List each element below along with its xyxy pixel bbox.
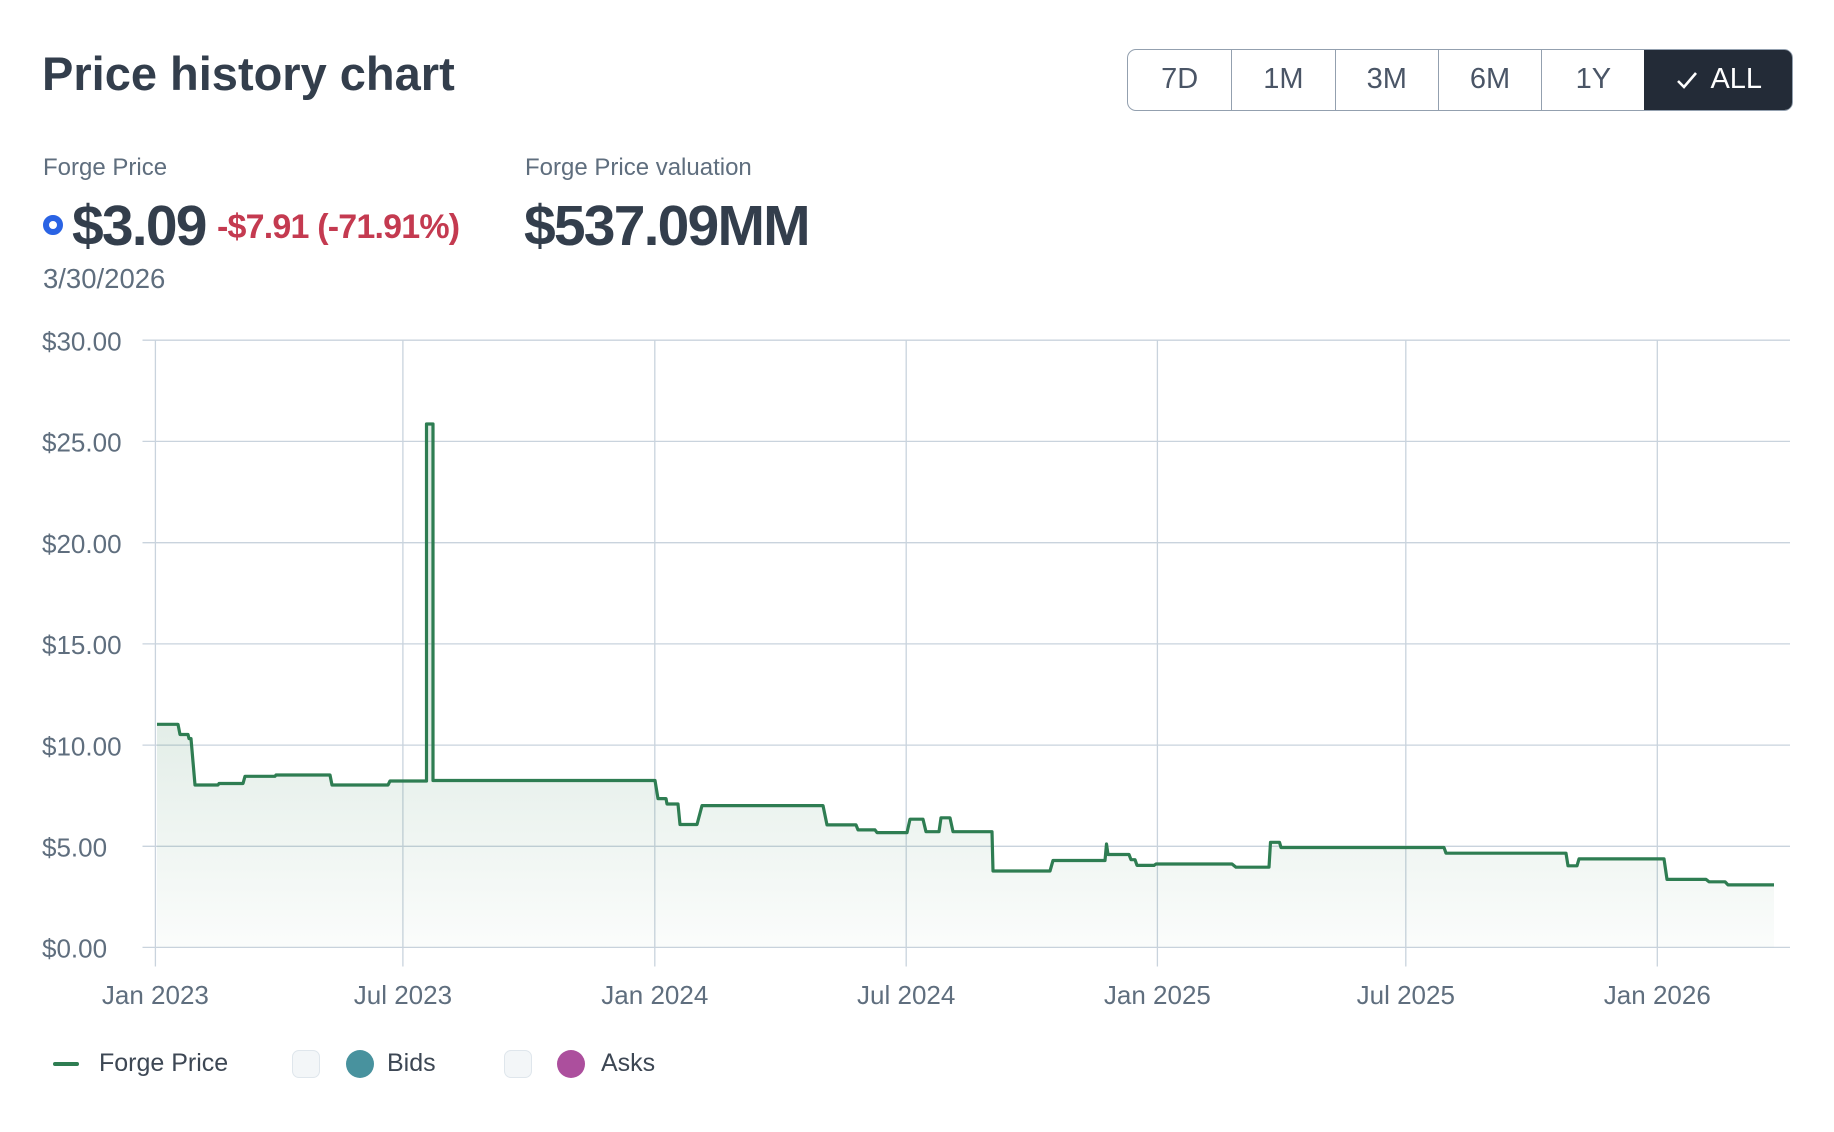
svg-text:Jan 2024: Jan 2024 [601,980,708,1010]
svg-text:$30.00: $30.00 [42,326,122,356]
svg-text:$15.00: $15.00 [42,630,122,660]
svg-text:$5.00: $5.00 [42,833,107,863]
svg-text:$25.00: $25.00 [42,428,122,458]
svg-text:Jul 2023: Jul 2023 [354,980,452,1010]
svg-text:Jul 2024: Jul 2024 [857,980,955,1010]
svg-text:Jul 2025: Jul 2025 [1357,980,1455,1010]
svg-text:Jan 2026: Jan 2026 [1604,980,1711,1010]
svg-text:Jan 2025: Jan 2025 [1104,980,1211,1010]
svg-text:$20.00: $20.00 [42,529,122,559]
svg-text:$0.00: $0.00 [42,934,107,964]
svg-text:$10.00: $10.00 [42,731,122,761]
svg-text:Jan 2023: Jan 2023 [102,980,209,1010]
